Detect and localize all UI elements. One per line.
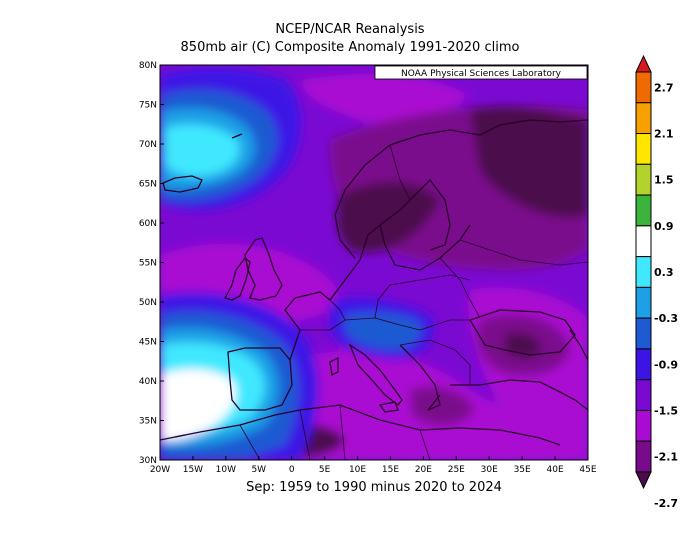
iberia-outline	[227, 347, 293, 411]
caspian-edge	[569, 329, 588, 361]
lat-tick-label: 50N	[139, 298, 157, 308]
field-darkest-northeast	[470, 106, 588, 218]
jan-mayen	[231, 133, 243, 139]
colorbar-label: -2.7	[654, 497, 678, 510]
colorbar-segment	[635, 317, 652, 350]
colorbar-segment	[635, 102, 652, 135]
north-europe-coast	[329, 223, 471, 301]
lon-tick-label: 35E	[514, 465, 531, 475]
lon-tick-label: 5E	[319, 465, 331, 475]
border-line-3	[374, 274, 471, 319]
lat-tick-label: 30N	[139, 456, 157, 466]
ireland-outline	[224, 257, 251, 301]
coastlines	[160, 119, 588, 446]
black-sea-outline	[469, 309, 576, 356]
sicily-outline	[378, 401, 399, 413]
axes: 20W 15W 10W 5W 0 5E 10E 15E 20E 25E 30E 35E 40E 45E 30…	[139, 61, 597, 475]
turkey-coast	[450, 379, 588, 411]
lon-tick-label: 20E	[415, 465, 432, 475]
colorbar-label: -1.5	[654, 404, 678, 417]
border-line-5	[439, 257, 481, 319]
field-white-iberia	[160, 368, 236, 441]
madeira	[174, 434, 186, 438]
border-line-2	[329, 299, 346, 321]
credit-box	[374, 65, 588, 80]
lat-tick-label: 70N	[139, 140, 157, 150]
colorbar-segment	[635, 71, 652, 104]
lat-tick-label: 80N	[139, 61, 157, 71]
anomaly-field	[160, 65, 588, 460]
colorbar-label: 0.9	[654, 220, 674, 233]
border-sweden-norway	[389, 144, 411, 201]
lon-tick-label: 30E	[481, 465, 498, 475]
lon-tick-label: 45E	[579, 465, 596, 475]
france-coast	[284, 291, 331, 361]
scandinavia-outline	[334, 119, 588, 259]
lat-tick-label: 65N	[139, 180, 157, 190]
border-line-6	[459, 239, 588, 266]
border-line-4	[419, 319, 470, 331]
colorbar-segment	[635, 409, 652, 442]
border-line-1	[300, 317, 421, 331]
lat-tick-label: 75N	[139, 101, 157, 111]
baltic-outline	[379, 179, 451, 251]
field-magenta-north	[300, 73, 470, 124]
chart-subtitle: 850mb air (C) Composite Anomaly 1991-202…	[180, 40, 520, 55]
field-cyan-iceland	[165, 124, 240, 177]
colorbar-label: -0.9	[654, 358, 678, 371]
colorbar-label: -2.1	[654, 451, 678, 464]
lon-tick-label: 20W	[150, 465, 170, 475]
period-caption: Sep: 1959 to 1990 minus 2020 to 2024	[246, 480, 502, 495]
colorbar-label: 1.5	[654, 174, 674, 187]
colorbar-label: 0.3	[654, 266, 674, 279]
lon-tick-label: 15W	[183, 465, 203, 475]
field-darkest-baltic	[337, 182, 440, 253]
colorbar-segment	[635, 163, 652, 196]
colorbar-segment	[635, 225, 652, 258]
colorbar-label: -0.3	[654, 312, 678, 325]
colorbar-segment	[635, 194, 652, 227]
lat-tick-label: 45N	[139, 338, 157, 348]
colorbar-label: 2.7	[654, 81, 674, 94]
lat-tick-label: 60N	[139, 219, 157, 229]
lon-tick-label: 40E	[547, 465, 564, 475]
iceland-outline	[162, 175, 203, 193]
britain-outline	[244, 237, 283, 301]
north-africa-coast	[160, 404, 561, 446]
lat-tick-label: 55N	[139, 259, 157, 269]
lon-tick-label: 15E	[382, 465, 399, 475]
field-dark-greece	[410, 386, 475, 426]
border-line-7	[399, 339, 471, 385]
lon-tick-label: 25E	[448, 465, 465, 475]
borders	[239, 144, 588, 460]
colorbar-arrow-top	[635, 54, 652, 73]
credit-text: NOAA Physical Sciences Laboratory	[401, 69, 562, 79]
colorbar-segment	[635, 286, 652, 319]
colorbar-arrow-bottom	[635, 471, 652, 490]
colorbar-segment	[635, 379, 652, 411]
balkans-coast	[399, 344, 441, 411]
field-blue2-alps	[345, 312, 422, 350]
colorbar-segment	[635, 440, 652, 473]
lon-tick-label: 10W	[216, 465, 236, 475]
colorbar: 2.7 2.1 1.5 0.9 0.3 -0.3 -0.9 -1.5 -2.1 -2.7	[635, 54, 678, 510]
colorbar-segment	[635, 256, 652, 288]
lat-tick-label: 40N	[139, 377, 157, 387]
sardinia-corsica	[329, 356, 339, 376]
lon-tick-label: 5W	[251, 465, 266, 475]
italy-outline	[348, 343, 403, 406]
colorbar-segment	[635, 348, 652, 381]
lon-tick-label: 0	[289, 465, 295, 475]
lat-tick-label: 35N	[139, 417, 157, 427]
chart-title: NCEP/NCAR Reanalysis	[275, 22, 425, 37]
lon-tick-label: 10E	[349, 465, 366, 475]
border-africa	[239, 404, 431, 460]
colorbar-label: 2.1	[654, 128, 674, 141]
colorbar-segment	[635, 133, 652, 165]
